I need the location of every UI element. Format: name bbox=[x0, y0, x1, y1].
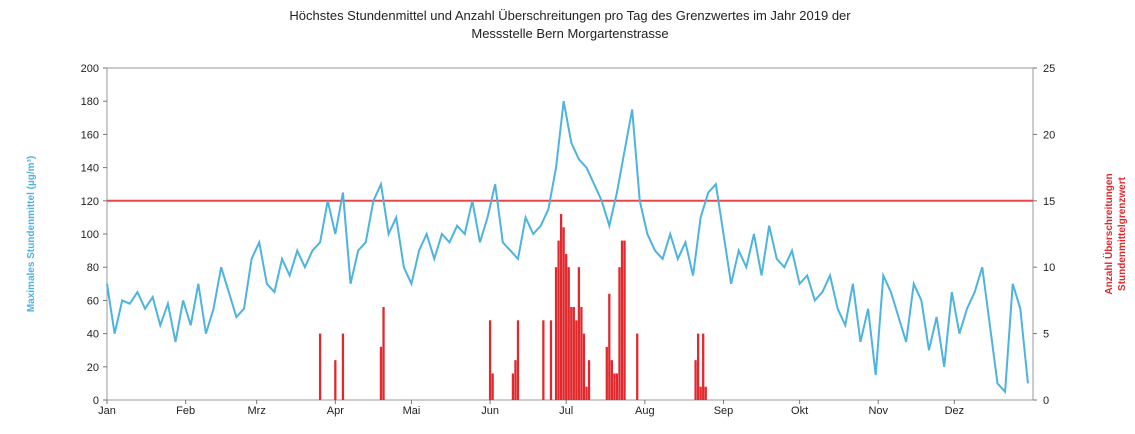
x-tick-label: Aug bbox=[635, 405, 655, 417]
y2-axis-label: Stundenmittelgrenzwert bbox=[1117, 176, 1128, 291]
y2-tick-label: 20 bbox=[1043, 129, 1055, 141]
bar bbox=[613, 373, 616, 400]
bar bbox=[511, 373, 515, 400]
bar bbox=[699, 386, 702, 400]
bar bbox=[704, 386, 707, 400]
bar bbox=[585, 386, 588, 400]
bar bbox=[559, 214, 563, 400]
bar bbox=[702, 333, 705, 400]
x-tick-label: Mrz bbox=[248, 405, 266, 417]
x-tick-label: Jul bbox=[559, 405, 573, 417]
chart-title: Messstelle Bern Morgartenstrasse bbox=[471, 26, 668, 41]
y-tick-label: 80 bbox=[87, 262, 99, 274]
bar bbox=[382, 307, 385, 400]
bar bbox=[610, 360, 614, 400]
bar bbox=[575, 320, 578, 400]
y2-tick-label: 15 bbox=[1043, 196, 1055, 208]
chart-title: Höchstes Stundenmittel und Anzahl Übersc… bbox=[289, 8, 851, 23]
x-tick-label: Okt bbox=[791, 405, 808, 417]
bar bbox=[379, 346, 383, 400]
y2-tick-label: 25 bbox=[1043, 63, 1055, 75]
y2-tick-label: 5 bbox=[1043, 329, 1049, 341]
bar bbox=[514, 360, 517, 400]
x-tick-label: Apr bbox=[327, 405, 344, 417]
y-tick-label: 100 bbox=[81, 229, 99, 241]
x-tick-label: Nov bbox=[868, 405, 888, 417]
x-tick-label: Jan bbox=[98, 405, 116, 417]
bar bbox=[608, 293, 611, 400]
y-axis-label: Maximales Stundenmittel (µg/m³) bbox=[26, 156, 37, 312]
bar bbox=[549, 320, 553, 400]
bar bbox=[636, 333, 639, 400]
y-tick-label: 0 bbox=[93, 395, 99, 407]
bar bbox=[554, 267, 558, 400]
bar bbox=[565, 253, 568, 400]
bar bbox=[623, 240, 626, 400]
x-tick-label: Jun bbox=[481, 405, 499, 417]
bar bbox=[605, 346, 608, 400]
x-tick-label: Mai bbox=[403, 405, 421, 417]
bar bbox=[572, 307, 575, 400]
bar bbox=[491, 373, 494, 400]
bar bbox=[341, 333, 345, 400]
y-tick-label: 200 bbox=[81, 63, 99, 75]
bar bbox=[516, 320, 520, 400]
y-tick-label: 60 bbox=[87, 295, 99, 307]
bar bbox=[577, 267, 581, 400]
y-tick-label: 20 bbox=[87, 362, 99, 374]
y-tick-label: 160 bbox=[81, 129, 99, 141]
x-tick-label: Dez bbox=[945, 405, 965, 417]
y-tick-label: 180 bbox=[81, 96, 99, 108]
bar bbox=[580, 307, 583, 400]
y-tick-label: 140 bbox=[81, 163, 99, 175]
bar bbox=[562, 227, 565, 400]
plot-frame bbox=[106, 67, 1034, 401]
y2-axis-label: Anzahl Überschreitungen bbox=[1102, 173, 1115, 294]
bar bbox=[582, 333, 586, 400]
bar bbox=[618, 267, 621, 400]
bar bbox=[587, 360, 591, 400]
bar bbox=[334, 360, 337, 400]
y2-tick-label: 0 bbox=[1043, 395, 1049, 407]
bar bbox=[615, 373, 619, 400]
bar bbox=[620, 240, 624, 400]
y2-tick-label: 10 bbox=[1043, 262, 1055, 274]
bar bbox=[567, 267, 570, 400]
x-tick-label: Sep bbox=[714, 405, 734, 417]
x-tick-label: Feb bbox=[176, 405, 195, 417]
bar bbox=[488, 320, 492, 400]
bar bbox=[694, 360, 697, 400]
bar bbox=[696, 333, 700, 400]
y-tick-label: 120 bbox=[81, 196, 99, 208]
y-tick-label: 40 bbox=[87, 329, 99, 341]
line bbox=[106, 101, 1029, 395]
bar bbox=[570, 307, 573, 400]
bar bbox=[318, 333, 322, 400]
bar bbox=[557, 240, 560, 400]
bar bbox=[542, 320, 545, 400]
